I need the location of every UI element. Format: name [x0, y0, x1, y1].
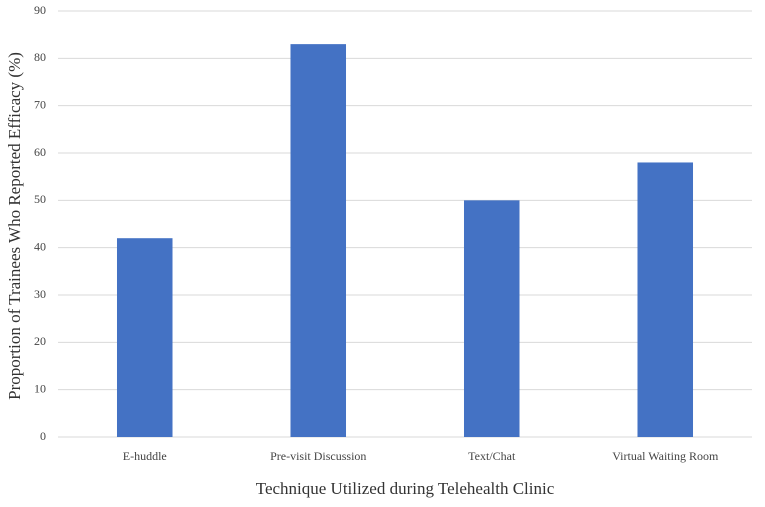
- x-tick-label: Pre-visit Discussion: [270, 449, 366, 463]
- y-tick-label: 0: [40, 429, 46, 443]
- y-tick-label: 40: [34, 239, 46, 253]
- x-tick-label: Text/Chat: [468, 449, 516, 463]
- y-tick-label: 30: [34, 287, 46, 301]
- y-tick-label: 80: [34, 50, 46, 64]
- bar: [463, 200, 520, 437]
- y-tick-label: 10: [34, 381, 46, 395]
- x-axis-title: Technique Utilized during Telehealth Cli…: [256, 479, 555, 498]
- x-tick-label: Virtual Waiting Room: [612, 449, 719, 463]
- bar: [637, 162, 694, 437]
- bar: [290, 44, 347, 438]
- y-tick-label: 90: [34, 3, 46, 17]
- y-axis-title: Proportion of Trainees Who Reported Effi…: [5, 52, 24, 400]
- x-tick-label: E-huddle: [123, 449, 167, 463]
- bar: [116, 238, 173, 437]
- y-tick-label: 50: [34, 192, 46, 206]
- y-tick-label: 70: [34, 97, 46, 111]
- y-tick-label: 60: [34, 145, 46, 159]
- y-tick-label: 20: [34, 334, 46, 348]
